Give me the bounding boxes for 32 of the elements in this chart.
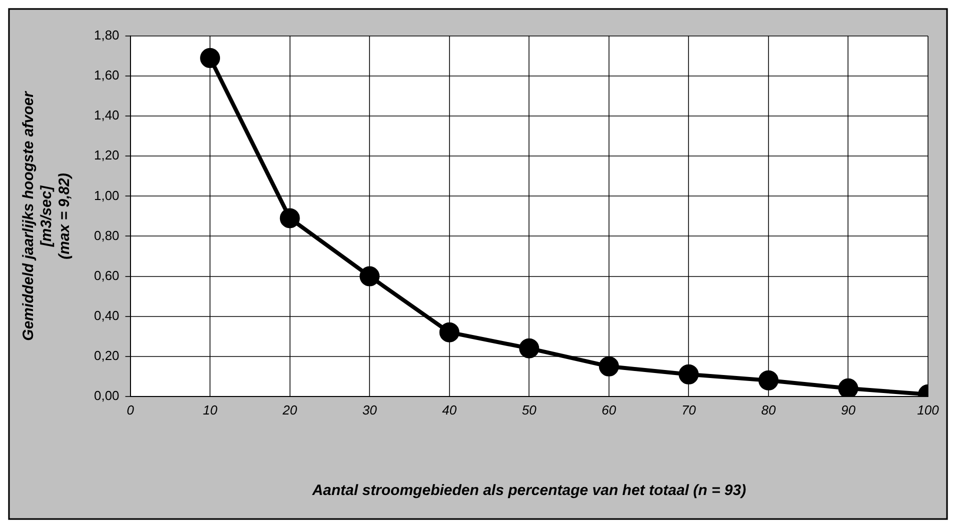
point [678,364,699,384]
x-tick-label: 80 [761,402,776,418]
x-tick-label: 60 [602,402,617,418]
x-tick-label: 100 [917,402,940,418]
x-tick-label: 0 [126,402,135,418]
x-tick-label: 40 [442,402,458,418]
x-tick-label: 70 [681,402,697,418]
point [280,208,300,228]
y-tick-label: 1,60 [94,68,120,83]
y-tick-label: 0,80 [94,228,120,243]
point [360,266,380,286]
x-tick-label: 30 [362,402,378,418]
y-tick-label: 0,40 [94,308,120,323]
y-tick-label: 0,20 [94,348,120,363]
x-tick-label: 10 [202,402,218,418]
y-axis-title: Gemiddeld jaarlijks hoogste afvoer [m3/sec] (max = 9,82) [20,90,74,341]
y-tick-label: 0,60 [94,268,120,283]
y-tick-label: 1,40 [94,108,120,123]
point [439,322,460,342]
x-tick-label: 90 [840,402,856,418]
x-tick-label: 20 [282,402,298,418]
y-tick-label: 0,00 [94,388,120,403]
point [838,378,858,396]
point [519,338,540,358]
y-tick-label: 1,00 [94,188,120,203]
x-tick-label: 50 [522,402,538,418]
x-axis-title: Aantal stroomgebieden als percentage van het totaal (n = 93) [311,482,746,500]
point [758,370,778,390]
y-tick-label: 1,20 [94,148,120,163]
point [200,48,220,68]
y-tick-label: 1,80 [94,28,120,43]
point [598,356,619,376]
